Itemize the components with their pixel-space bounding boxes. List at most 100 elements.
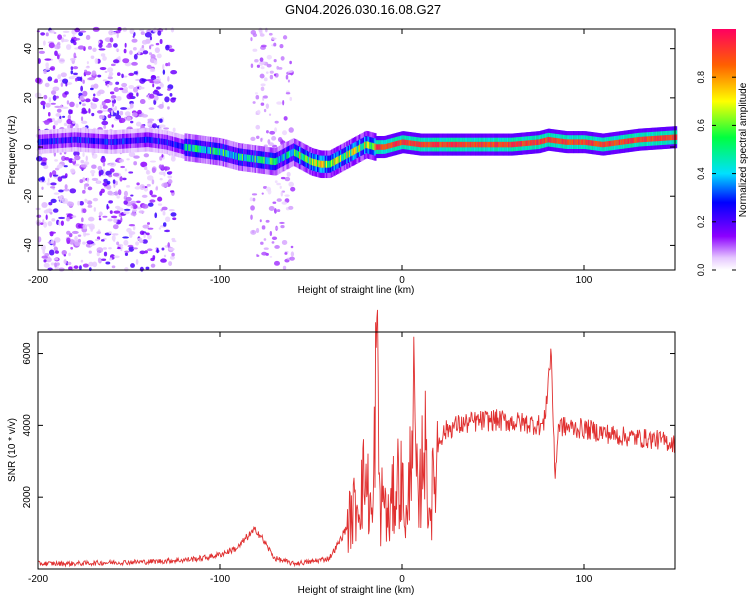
ridge-core <box>274 158 278 166</box>
noise-speckle <box>53 120 59 126</box>
noise-speckle <box>69 57 76 61</box>
ridge-core <box>291 149 294 157</box>
ridge-core <box>362 142 366 150</box>
noise-speckle <box>289 96 293 102</box>
ridge-core <box>611 140 614 147</box>
ridge-core <box>438 141 441 148</box>
ridge-core <box>282 154 285 161</box>
noise-speckle <box>90 169 96 174</box>
ridge-core <box>463 141 466 148</box>
ridge-core <box>249 154 252 162</box>
ridge-core <box>78 137 81 143</box>
x-tick-label: -100 <box>210 275 230 286</box>
ridge-core <box>333 158 336 166</box>
noise-speckle <box>50 198 57 203</box>
noise-speckle <box>142 239 148 244</box>
ridge-core <box>99 138 102 145</box>
noise-speckle <box>265 103 270 109</box>
noise-speckle <box>108 200 113 204</box>
ridge-core <box>520 140 524 147</box>
ridge-core <box>401 139 404 146</box>
x-tick-label: -200 <box>28 275 48 286</box>
noise-speckle <box>259 33 265 37</box>
ridge-core <box>379 144 382 150</box>
noise-speckle <box>137 50 141 55</box>
ridge-core <box>505 141 508 148</box>
noise-speckle <box>147 202 154 207</box>
ridge-core <box>337 156 340 164</box>
ridge-core <box>662 135 665 141</box>
noise-speckle <box>86 200 93 205</box>
noise-speckle <box>40 162 47 166</box>
ridge-core <box>500 141 503 148</box>
ridge-core <box>494 141 497 148</box>
noise-speckle <box>83 231 87 237</box>
ridge-core <box>232 152 236 159</box>
ridge-core <box>499 141 502 148</box>
noise-speckle <box>41 176 45 182</box>
ridge-core <box>104 138 107 145</box>
noise-speckle <box>58 267 65 272</box>
ridge-core <box>220 148 223 156</box>
ridge-core <box>62 137 65 144</box>
ridge-core <box>290 149 293 157</box>
noise-speckle <box>167 76 170 82</box>
colorbar-ticks: 0.0 0.2 0.4 0.6 0.8 <box>696 71 736 276</box>
ridge-core <box>565 139 568 145</box>
noise-speckle <box>250 205 255 211</box>
noise-speckle <box>58 195 63 201</box>
noise-speckle <box>112 233 119 236</box>
noise-speckle <box>256 135 260 140</box>
noise-speckle <box>50 102 57 105</box>
noise-speckle <box>61 155 66 161</box>
ridge-core <box>427 141 431 148</box>
noise-speckle <box>152 90 160 95</box>
noise-speckle <box>40 222 44 226</box>
ridge-core <box>551 137 554 143</box>
noise-speckle <box>107 190 113 196</box>
ridge-core <box>669 134 673 141</box>
noise-speckle <box>251 193 258 196</box>
noise-speckle <box>95 238 100 242</box>
noise-speckle <box>77 238 81 243</box>
ridge-core <box>120 138 124 145</box>
noise-speckle <box>151 75 156 79</box>
noise-speckle <box>70 124 73 130</box>
noise-speckle <box>102 105 108 110</box>
noise-speckle <box>101 109 108 112</box>
noise-speckle <box>64 184 68 190</box>
noise-speckle <box>252 48 258 52</box>
ridge-core <box>672 134 675 141</box>
ridge-core <box>618 139 622 146</box>
noise-speckle <box>152 83 155 88</box>
noise-speckle <box>120 248 123 252</box>
noise-speckle <box>99 104 103 110</box>
noise-speckle <box>137 237 143 241</box>
noise-speckle <box>163 254 167 258</box>
ridge-core <box>631 137 634 144</box>
ridge-core <box>125 138 129 145</box>
noise-speckle <box>96 231 102 234</box>
noise-speckle <box>287 70 293 73</box>
x-tick-label: 0 <box>399 574 405 585</box>
noise-speckle <box>268 206 275 212</box>
ridge-core <box>132 137 135 144</box>
ridge-core <box>556 138 559 144</box>
noise-speckle <box>146 175 154 181</box>
ridge-core <box>443 141 446 148</box>
ridge-core <box>610 140 613 147</box>
ridge-core <box>63 137 66 144</box>
snr-y-ticks: 2000 4000 6000 <box>22 342 675 508</box>
ridge-core <box>352 148 355 156</box>
ridge-core <box>111 139 115 145</box>
noise-speckle <box>64 91 69 95</box>
noise-speckle <box>157 196 163 202</box>
noise-speckle <box>82 263 89 268</box>
noise-speckle <box>250 214 253 220</box>
noise-speckle <box>43 119 50 125</box>
noise-speckle <box>57 176 63 182</box>
ridge-core <box>655 135 659 142</box>
noise-speckle <box>260 44 267 48</box>
ridge-core <box>59 137 62 144</box>
ridge-core <box>413 140 417 147</box>
